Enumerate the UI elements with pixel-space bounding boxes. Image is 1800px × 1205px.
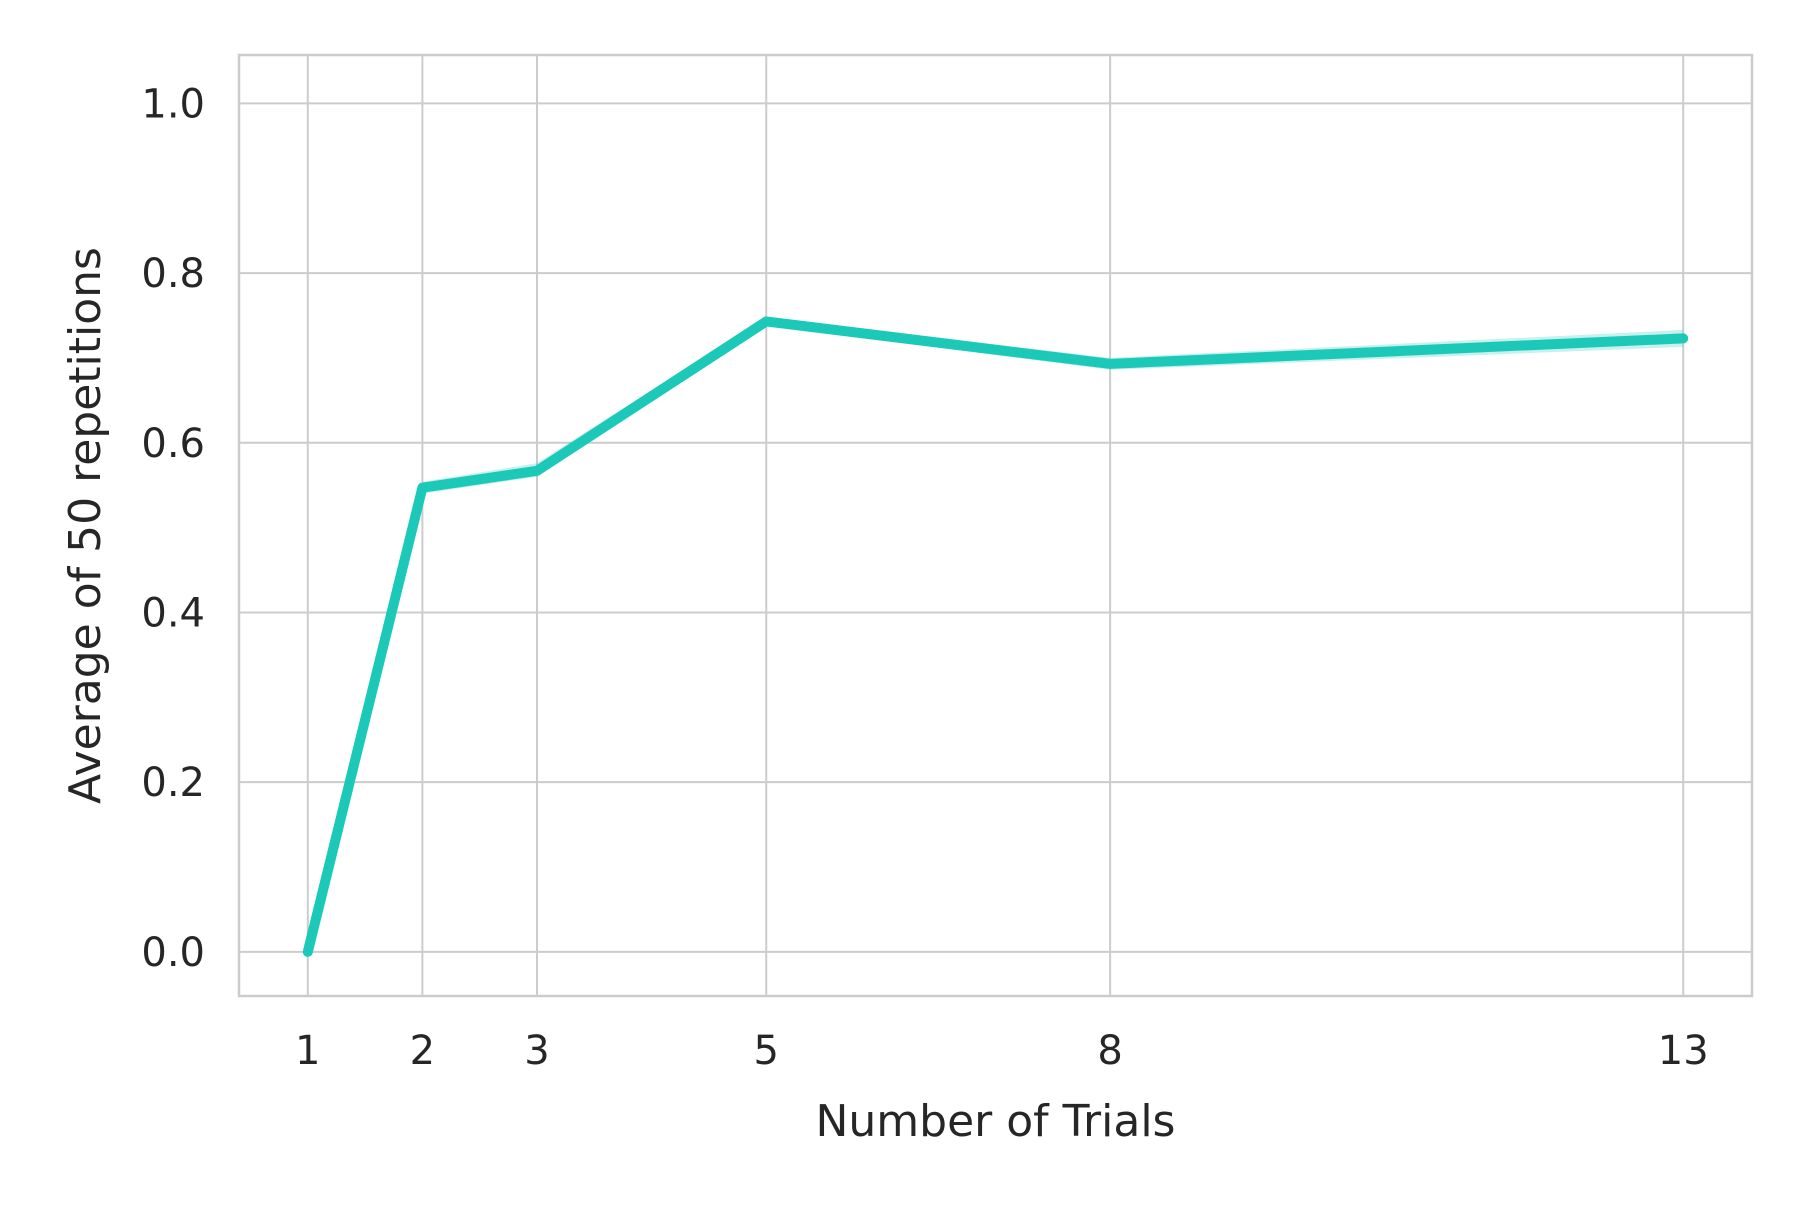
x-tick-label: 1 [295,1028,320,1074]
data-point [1106,359,1115,368]
y-tick-labels: 0.0 0.2 0.4 0.6 0.8 1.0 [141,81,205,976]
confidence-band [307,317,1684,952]
series-line [302,316,1689,957]
y-tick-label: 0.8 [141,251,205,297]
y-tick-label: 0.0 [141,930,205,976]
x-axis-label: Number of Trials [816,1096,1176,1147]
y-tick-label: 0.4 [141,590,205,636]
y-tick-label: 1.0 [141,81,205,127]
x-tick-labels: 1 2 3 5 8 13 [295,1028,1709,1074]
data-point [762,317,771,326]
data-point [533,466,542,475]
x-tick-label: 8 [1097,1028,1122,1074]
x-tick-label: 5 [754,1028,779,1074]
plot-frame [237,53,1754,998]
x-tick-label: 13 [1658,1028,1709,1074]
grid [239,55,1752,996]
y-tick-label: 0.6 [141,421,205,467]
y-tick-label: 0.2 [141,760,205,806]
confidence-band-layer [307,317,1684,952]
data-point [418,483,427,492]
data-point [1679,334,1688,343]
x-tick-label: 3 [524,1028,549,1074]
x-tick-label: 2 [410,1028,435,1074]
series-layer [302,316,1689,957]
y-axis-label: Average of 50 repetitions [60,247,111,804]
data-point [303,947,312,956]
